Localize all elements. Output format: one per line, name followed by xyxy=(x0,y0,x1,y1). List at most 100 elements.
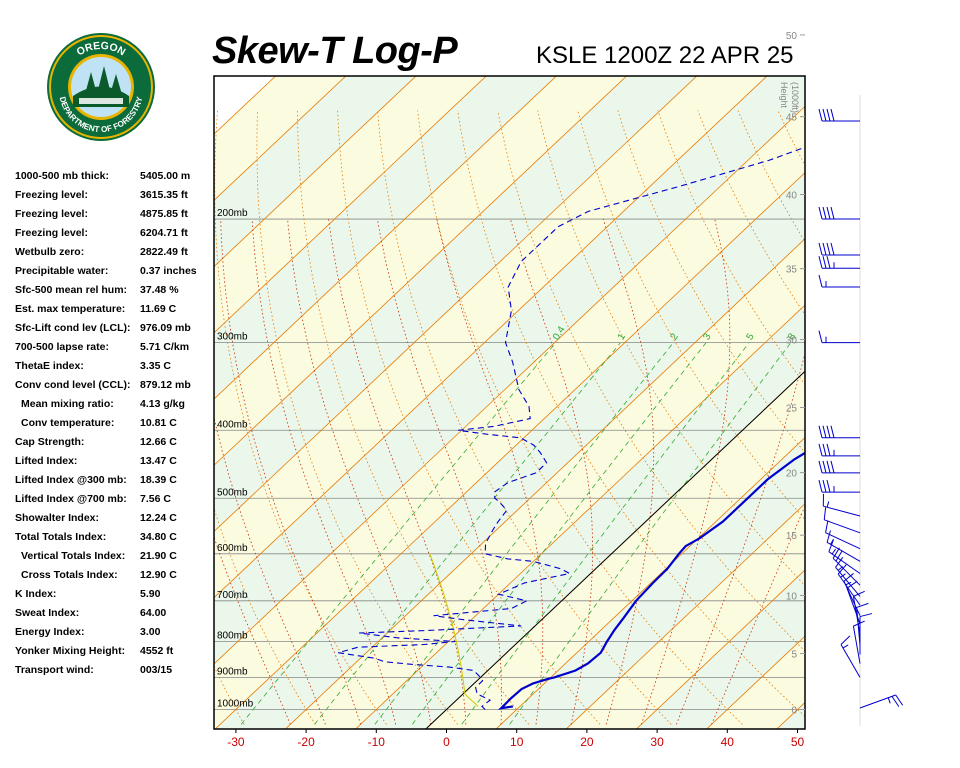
mixing-ratio-line xyxy=(374,342,674,725)
isotherm-line xyxy=(214,76,487,334)
index-row: Total Totals Index: 34.80 C xyxy=(15,529,211,548)
index-label: Cap Strength: xyxy=(15,436,85,448)
index-label: Lifted Index @300 mb: xyxy=(15,474,127,486)
index-row: Sweat Index: 64.00 xyxy=(15,605,211,624)
index-row: Freezing level: 3615.35 ft xyxy=(15,187,211,206)
index-row: Sfc-Lift cond lev (LCL): 976.09 mb xyxy=(15,320,211,339)
temperature-tick-label: 20 xyxy=(580,735,594,749)
index-label: Lifted Index @700 mb: xyxy=(15,493,127,505)
stability-indices-panel: 1000-500 mb thick: 5405.00 m Freezing leve… xyxy=(15,168,211,681)
index-row: Showalter Index: 12.24 C xyxy=(15,510,211,529)
index-row: Cross Totals Index: 12.90 C xyxy=(15,567,211,586)
dry-adiabat-line xyxy=(577,110,805,521)
chart-title: Skew-T Log-P xyxy=(212,30,458,72)
index-row: Sfc-500 mean rel hum: 37.48 % xyxy=(15,282,211,301)
index-label: Energy Index: xyxy=(15,626,85,638)
index-label: Sfc-Lift cond lev (LCL): xyxy=(15,322,131,334)
index-value: 4875.85 ft xyxy=(140,208,188,220)
mixing-ratio-line xyxy=(411,342,707,725)
height-tick-label: 20 xyxy=(786,469,798,480)
wind-barbs xyxy=(818,108,904,709)
wind-barb xyxy=(828,539,861,574)
index-value: 976.09 mb xyxy=(140,322,191,334)
temperature-tick-label: -20 xyxy=(297,735,315,749)
isotherm-line xyxy=(214,76,417,268)
dry-adiabat-line xyxy=(297,110,530,725)
oregon-forestry-logo: OREGON DEPARTMENT OF FORESTRY xyxy=(47,33,155,141)
isobar-label: 300mb xyxy=(217,332,248,343)
height-axis-label: Height xyxy=(779,82,789,109)
wind-barb xyxy=(818,274,860,288)
isotherm-line xyxy=(214,76,698,533)
index-row: ThetaE index: 3.35 C xyxy=(15,358,211,377)
index-value: 64.00 xyxy=(140,607,167,619)
index-value: 11.69 C xyxy=(140,303,177,315)
mixing-ratio-label: 8 xyxy=(786,331,799,342)
index-value: 4552 ft xyxy=(140,645,174,657)
index-value: 4.13 g/kg xyxy=(140,398,185,410)
moist-adiabat-line xyxy=(377,218,502,725)
index-label: Precipitable water: xyxy=(15,265,109,277)
mixing-ratio-label: 1 xyxy=(616,331,629,342)
height-tick-label: 0 xyxy=(791,706,797,717)
wind-barb xyxy=(818,460,860,474)
wind-barb xyxy=(825,520,861,550)
moist-adiabat-line xyxy=(287,218,432,725)
dewpoint-trace xyxy=(338,146,805,710)
index-value: 12.24 C xyxy=(140,512,177,524)
index-value: 13.47 C xyxy=(140,455,177,467)
index-row: Cap Strength: 12.66 C xyxy=(15,434,211,453)
height-tick-label: 5 xyxy=(791,649,797,660)
isobar-label: 500mb xyxy=(217,487,248,498)
isotherm-line xyxy=(355,304,805,729)
plot-frame xyxy=(213,75,806,730)
index-value: 879.12 mb xyxy=(140,379,191,391)
index-label: Lifted Index: xyxy=(15,455,78,467)
wind-barb xyxy=(846,580,861,625)
temperature-tick-label: 10 xyxy=(510,735,524,749)
index-row: Energy Index: 3.00 xyxy=(15,624,211,643)
index-value: 18.39 C xyxy=(140,474,177,486)
index-row: 1000-500 mb thick: 5405.00 m xyxy=(15,168,211,187)
index-value: 37.48 % xyxy=(140,284,179,296)
index-label: Mean mixing ratio: xyxy=(21,398,114,410)
temperature-band xyxy=(214,76,805,664)
isobar-label: 800mb xyxy=(217,631,248,642)
index-label: Freezing level: xyxy=(15,227,88,239)
index-label: Conv cond level (CCL): xyxy=(15,379,131,391)
index-row: Freezing level: 6204.71 ft xyxy=(15,225,211,244)
index-value: 5.71 C/km xyxy=(140,341,190,353)
wind-barb xyxy=(852,620,865,664)
isotherm-line xyxy=(495,436,805,729)
index-row: 700-500 lapse rate: 5.71 C/km xyxy=(15,339,211,358)
index-value: 6204.71 ft xyxy=(140,227,188,239)
index-value: 5405.00 m xyxy=(140,170,191,182)
index-label: Yonker Mixing Height: xyxy=(15,645,126,657)
isotherm-line xyxy=(214,76,628,466)
index-label: Est. max temperature: xyxy=(15,303,126,315)
height-tick-label: 45 xyxy=(786,113,798,124)
index-value: 12.66 C xyxy=(140,436,177,448)
index-value: 12.90 C xyxy=(140,569,177,581)
index-label: ThetaE index: xyxy=(15,360,84,372)
wind-barb xyxy=(818,330,860,344)
dry-adiabat-line xyxy=(256,110,459,725)
wind-barb xyxy=(818,242,860,256)
mixing-ratio-line xyxy=(240,342,557,725)
isobar-label: 600mb xyxy=(217,543,248,554)
moist-adiabat-line xyxy=(510,218,593,725)
height-tick-label: 25 xyxy=(786,403,798,414)
dry-adiabat-line xyxy=(858,110,960,724)
mixing-ratio-line xyxy=(461,342,750,725)
wind-barb xyxy=(859,613,873,655)
dry-adiabat-line xyxy=(337,110,601,725)
index-value: 3.00 xyxy=(140,626,161,638)
mixing-ratio-line xyxy=(509,342,792,725)
wind-barb xyxy=(822,493,861,517)
dry-adiabat-line xyxy=(214,110,387,725)
dry-adiabat-line xyxy=(818,110,960,724)
plot-area: 0.4 1 2 3 5 8 xyxy=(214,76,960,729)
temperature-tick-label: 50 xyxy=(791,735,805,749)
isobar-label: 200mb xyxy=(217,208,248,219)
